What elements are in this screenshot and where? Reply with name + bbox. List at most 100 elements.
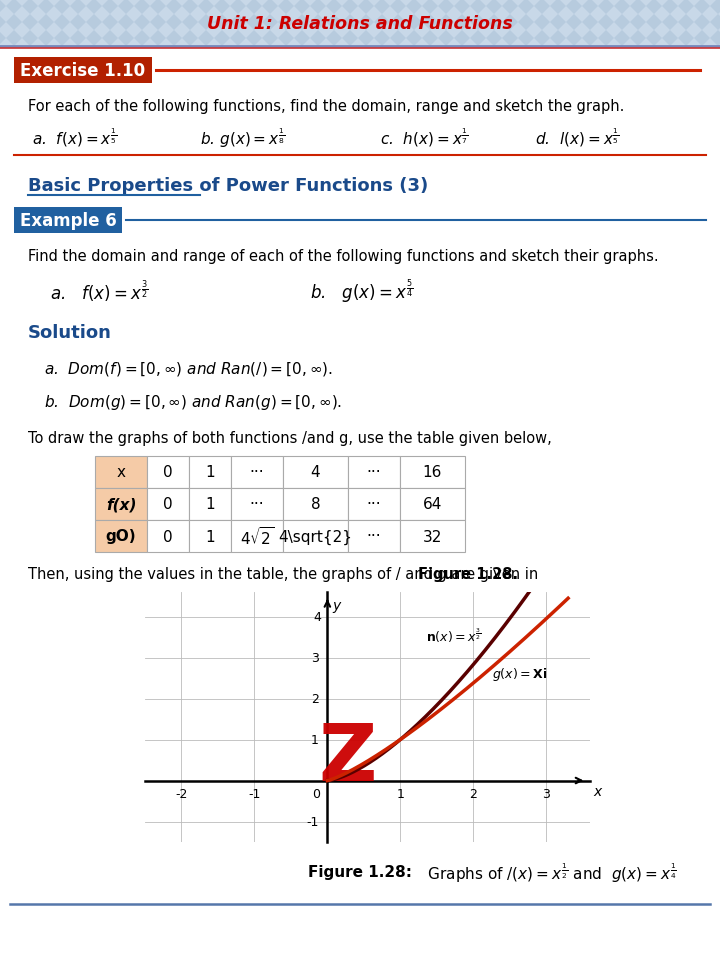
Polygon shape [22, 15, 38, 31]
Polygon shape [70, 15, 86, 31]
Polygon shape [246, 15, 262, 31]
Bar [400, 456, 465, 488]
Polygon shape [166, 0, 182, 15]
Polygon shape [134, 15, 150, 31]
Polygon shape [294, 0, 310, 15]
Polygon shape [534, 15, 550, 31]
Polygon shape [390, 15, 406, 31]
Polygon shape [6, 0, 22, 15]
Bar [283, 456, 348, 488]
Polygon shape [438, 15, 454, 31]
Polygon shape [6, 15, 22, 31]
Polygon shape [454, 31, 470, 47]
Polygon shape [374, 31, 390, 47]
Polygon shape [582, 15, 598, 31]
Polygon shape [22, 31, 38, 47]
Text: ···: ··· [250, 497, 264, 512]
Polygon shape [214, 31, 230, 47]
Polygon shape [198, 0, 214, 15]
Polygon shape [550, 15, 566, 31]
Bar [95, 488, 147, 521]
Text: 4: 4 [314, 610, 322, 624]
Polygon shape [438, 0, 454, 15]
Polygon shape [38, 15, 54, 31]
Polygon shape [134, 31, 150, 47]
Text: Graphs of $/(x) = x^{\frac{1}{2}}$ and  $g(x) = x^{\frac{1}{4}}$: Graphs of $/(x) = x^{\frac{1}{2}}$ and $… [418, 860, 677, 884]
Bar [14, 58, 152, 84]
Polygon shape [310, 31, 326, 47]
Text: 16: 16 [423, 465, 442, 480]
Polygon shape [0, 15, 6, 31]
Text: Then, using the values in the table, the graphs of / and g are given in: Then, using the values in the table, the… [28, 567, 543, 582]
Polygon shape [534, 31, 550, 47]
Polygon shape [0, 31, 6, 47]
Polygon shape [390, 31, 406, 47]
Polygon shape [710, 0, 720, 15]
Polygon shape [630, 0, 646, 15]
Polygon shape [614, 15, 630, 31]
Polygon shape [86, 0, 102, 15]
Polygon shape [502, 31, 518, 47]
Polygon shape [502, 0, 518, 15]
Text: To draw the graphs of both functions /and g, use the table given below,: To draw the graphs of both functions /an… [28, 431, 552, 446]
Polygon shape [486, 15, 502, 31]
Polygon shape [166, 31, 182, 47]
Polygon shape [262, 15, 278, 31]
Text: f(x): f(x) [106, 497, 136, 512]
Text: 8: 8 [311, 497, 320, 512]
Polygon shape [310, 0, 326, 15]
Polygon shape [134, 0, 150, 15]
Text: 0: 0 [163, 465, 173, 480]
Bar [231, 488, 283, 521]
Text: -1: -1 [306, 815, 319, 828]
Polygon shape [86, 31, 102, 47]
Text: $4\sqrt{2}$: $4\sqrt{2}$ [240, 526, 274, 548]
Polygon shape [390, 0, 406, 15]
Polygon shape [102, 31, 118, 47]
Bar [189, 456, 231, 488]
Polygon shape [294, 31, 310, 47]
Text: Solution: Solution [28, 324, 112, 342]
Text: $\mathbf{n}(x)=x^{\frac{3}{2}}$: $\mathbf{n}(x)=x^{\frac{3}{2}}$ [426, 627, 481, 645]
Text: 32: 32 [423, 529, 442, 544]
Text: b.   $g(x) = x^{\frac{5}{4}}$: b. $g(x) = x^{\frac{5}{4}}$ [310, 277, 413, 305]
Text: 4: 4 [311, 465, 320, 480]
Polygon shape [230, 15, 246, 31]
Polygon shape [246, 0, 262, 15]
Polygon shape [166, 15, 182, 31]
Polygon shape [358, 0, 374, 15]
Polygon shape [342, 31, 358, 47]
Polygon shape [678, 0, 694, 15]
Text: 3: 3 [542, 787, 550, 800]
Bar [95, 521, 147, 553]
Polygon shape [262, 31, 278, 47]
Text: Exercise 1.10: Exercise 1.10 [20, 62, 145, 80]
Text: ···: ··· [250, 465, 264, 480]
Text: Figure 1.28.: Figure 1.28. [418, 567, 518, 582]
Polygon shape [294, 15, 310, 31]
Polygon shape [518, 31, 534, 47]
Polygon shape [342, 15, 358, 31]
Polygon shape [550, 0, 566, 15]
Polygon shape [582, 0, 598, 15]
Polygon shape [422, 31, 438, 47]
Polygon shape [342, 0, 358, 15]
Bar [400, 488, 465, 521]
Polygon shape [278, 31, 294, 47]
Polygon shape [582, 31, 598, 47]
Text: Unit 1: Relations and Functions: Unit 1: Relations and Functions [207, 15, 513, 33]
Text: 1: 1 [311, 733, 319, 747]
Text: gO): gO) [106, 529, 136, 544]
Text: $g(x)=\mathbf{Xi}$: $g(x)=\mathbf{Xi}$ [492, 666, 546, 682]
Polygon shape [678, 15, 694, 31]
Text: 0: 0 [163, 497, 173, 512]
Polygon shape [422, 15, 438, 31]
Bar [14, 208, 122, 234]
Text: 2: 2 [311, 692, 319, 705]
Text: -1: -1 [248, 787, 261, 800]
Polygon shape [710, 15, 720, 31]
Polygon shape [566, 31, 582, 47]
Bar [147, 456, 189, 488]
Bar [147, 488, 189, 521]
Text: 4\sqrt{2}: 4\sqrt{2} [279, 529, 353, 544]
